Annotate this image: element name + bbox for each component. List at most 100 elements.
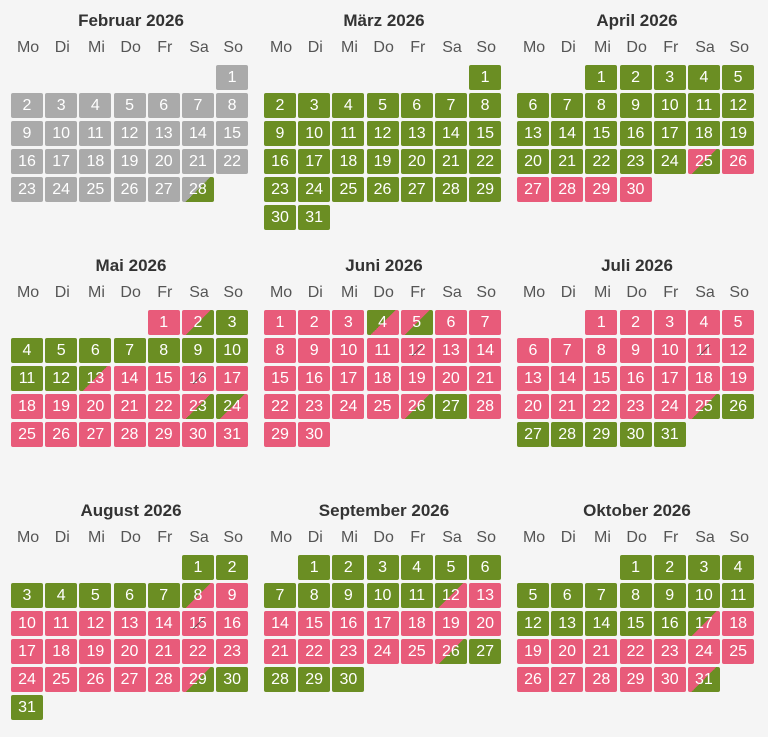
day-cell[interactable]: 16	[216, 611, 249, 636]
day-cell[interactable]: 3	[653, 65, 686, 90]
day-cell[interactable]: 3	[653, 310, 686, 335]
day-cell[interactable]: 30	[619, 422, 652, 447]
day-cell[interactable]: 16	[181, 366, 214, 391]
day-cell[interactable]: 8	[469, 93, 502, 118]
day-cell[interactable]: 13	[79, 366, 112, 391]
day-cell[interactable]: 11	[332, 121, 365, 146]
day-cell[interactable]: 1	[619, 555, 652, 580]
day-cell[interactable]: 17	[11, 639, 43, 664]
day-cell[interactable]: 4	[332, 93, 365, 118]
day-cell[interactable]: 27	[517, 422, 549, 447]
day-cell[interactable]: 24	[298, 177, 331, 202]
day-cell[interactable]: 18	[45, 639, 78, 664]
day-cell[interactable]: 3	[366, 555, 399, 580]
day-cell[interactable]: 7	[113, 338, 146, 363]
day-cell[interactable]: 28	[551, 422, 584, 447]
day-cell[interactable]: 14	[113, 366, 146, 391]
day-cell[interactable]: 6	[79, 338, 112, 363]
day-cell[interactable]: 20	[517, 149, 549, 174]
day-cell[interactable]: 25	[45, 667, 78, 692]
day-cell[interactable]: 5	[517, 583, 549, 608]
day-cell[interactable]: 20	[400, 149, 433, 174]
day-cell[interactable]: 20	[79, 394, 112, 419]
day-cell[interactable]: 11	[11, 366, 43, 391]
day-cell[interactable]: 15	[181, 611, 214, 636]
day-cell[interactable]: 6	[517, 93, 549, 118]
day-cell[interactable]: 19	[722, 366, 755, 391]
day-cell[interactable]: 7	[434, 93, 467, 118]
day-cell[interactable]: 30	[216, 667, 249, 692]
day-cell[interactable]: 8	[585, 338, 618, 363]
day-cell[interactable]: 26	[434, 639, 467, 664]
day-cell[interactable]: 22	[469, 149, 502, 174]
day-cell[interactable]: 11	[687, 93, 720, 118]
day-cell[interactable]: 28	[147, 667, 180, 692]
day-cell[interactable]: 14	[469, 338, 502, 363]
day-cell[interactable]: 5	[434, 555, 467, 580]
day-cell[interactable]: 29	[619, 667, 652, 692]
day-cell[interactable]: 21	[434, 149, 467, 174]
day-cell[interactable]: 21	[147, 639, 180, 664]
day-cell[interactable]: 12	[366, 121, 399, 146]
day-cell[interactable]: 30	[653, 667, 686, 692]
day-cell[interactable]: 19	[45, 394, 78, 419]
day-cell[interactable]: 27	[79, 422, 112, 447]
day-cell[interactable]: 21	[551, 149, 584, 174]
day-cell[interactable]: 8	[264, 338, 296, 363]
day-cell[interactable]: 22	[298, 639, 331, 664]
day-cell[interactable]: 28	[434, 177, 467, 202]
day-cell[interactable]: 29	[585, 177, 618, 202]
day-cell[interactable]: 6	[434, 310, 467, 335]
day-cell[interactable]: 28	[469, 394, 502, 419]
day-cell[interactable]: 16	[332, 611, 365, 636]
day-cell[interactable]: 23	[298, 394, 331, 419]
day-cell[interactable]: 8	[181, 583, 214, 608]
day-cell[interactable]: 28	[113, 422, 146, 447]
day-cell[interactable]: 23	[264, 177, 296, 202]
day-cell[interactable]: 14	[585, 611, 618, 636]
day-cell[interactable]: 23	[653, 639, 686, 664]
day-cell[interactable]: 29	[181, 667, 214, 692]
day-cell[interactable]: 4	[722, 555, 755, 580]
day-cell[interactable]: 5	[722, 65, 755, 90]
day-cell[interactable]: 22	[585, 149, 618, 174]
day-cell[interactable]: 23	[619, 149, 652, 174]
day-cell[interactable]: 28	[264, 667, 296, 692]
day-cell[interactable]: 27	[469, 639, 502, 664]
day-cell[interactable]: 4	[687, 65, 720, 90]
day-cell[interactable]: 11	[366, 338, 399, 363]
day-cell[interactable]: 17	[216, 366, 249, 391]
day-cell[interactable]: 7	[264, 583, 296, 608]
day-cell[interactable]: 1	[264, 310, 296, 335]
day-cell[interactable]: 13	[517, 366, 549, 391]
day-cell[interactable]: 18	[11, 394, 43, 419]
day-cell[interactable]: 19	[79, 639, 112, 664]
day-cell[interactable]: 24	[216, 394, 249, 419]
day-cell[interactable]: 26	[517, 667, 549, 692]
day-cell[interactable]: 18	[722, 611, 755, 636]
day-cell[interactable]: 18	[332, 149, 365, 174]
day-cell[interactable]: 25	[722, 639, 755, 664]
day-cell[interactable]: 18	[366, 366, 399, 391]
day-cell[interactable]: 16	[619, 121, 652, 146]
day-cell[interactable]: 1	[181, 555, 214, 580]
day-cell[interactable]: 24	[11, 667, 43, 692]
day-cell[interactable]: 10	[298, 121, 331, 146]
day-cell[interactable]: 30	[264, 205, 296, 230]
day-cell[interactable]: 9	[619, 93, 652, 118]
day-cell[interactable]: 10	[653, 93, 686, 118]
day-cell[interactable]: 10	[11, 611, 43, 636]
day-cell[interactable]: 11	[687, 338, 720, 363]
day-cell[interactable]: 14	[434, 121, 467, 146]
day-cell[interactable]: 24	[653, 394, 686, 419]
day-cell[interactable]: 20	[113, 639, 146, 664]
day-cell[interactable]: 21	[469, 366, 502, 391]
day-cell[interactable]: 14	[551, 366, 584, 391]
day-cell[interactable]: 28	[551, 177, 584, 202]
day-cell[interactable]: 27	[434, 394, 467, 419]
day-cell[interactable]: 19	[722, 121, 755, 146]
day-cell[interactable]: 4	[45, 583, 78, 608]
day-cell[interactable]: 3	[11, 583, 43, 608]
day-cell[interactable]: 13	[551, 611, 584, 636]
day-cell[interactable]: 25	[400, 639, 433, 664]
